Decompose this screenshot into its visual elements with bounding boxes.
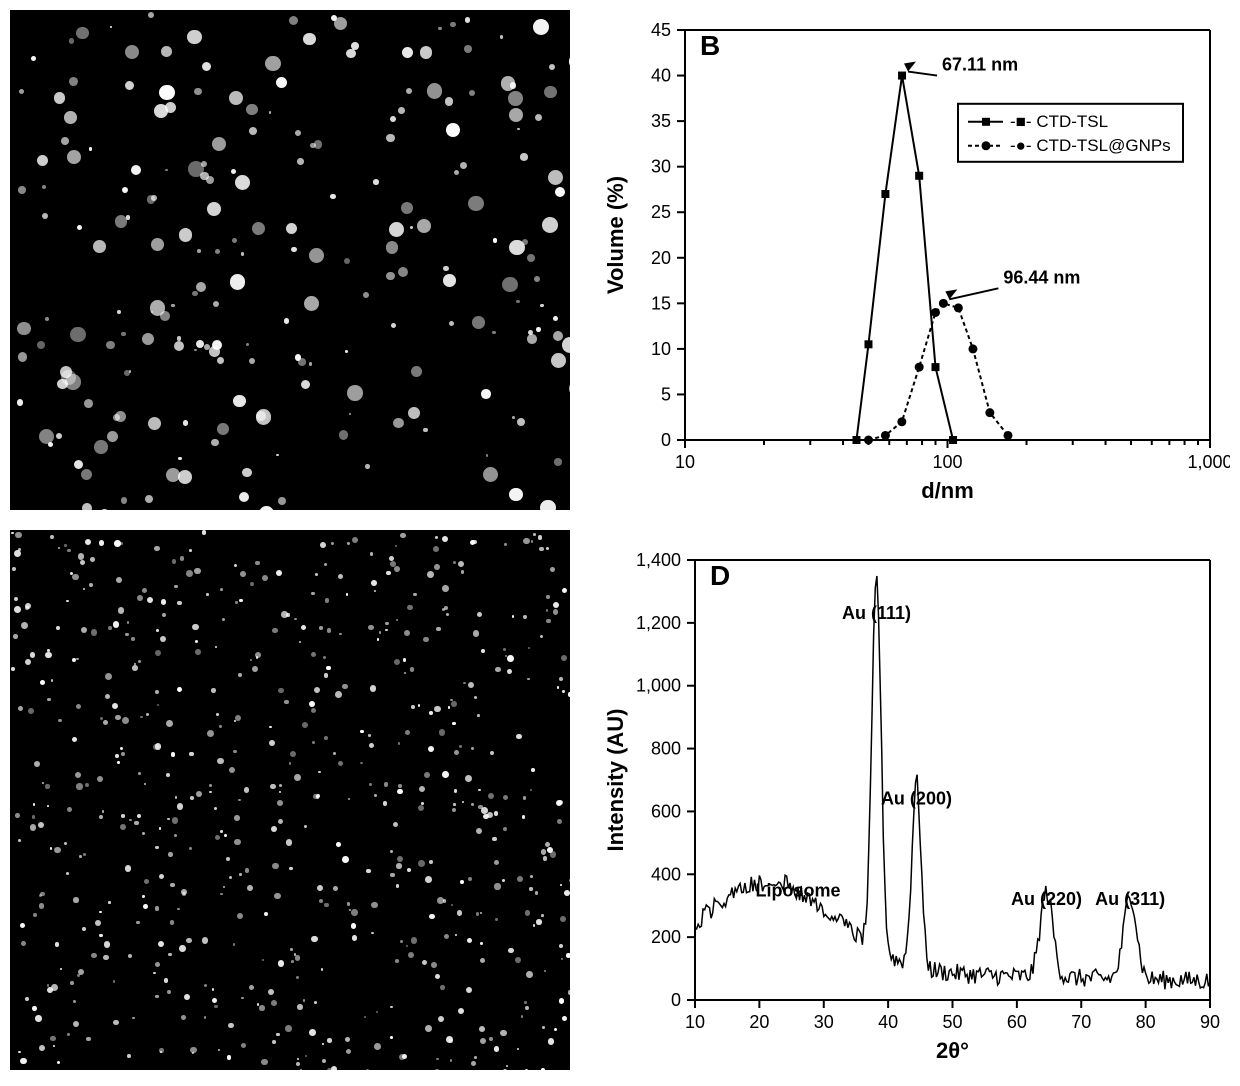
panel-c <box>10 530 570 1070</box>
xtick-label: 40 <box>878 1012 898 1032</box>
ytick-label: 1,000 <box>636 676 681 696</box>
panel-d: D 10 20 30 40 50 60 70 80 90 0 200 400 600 800 1,000 1,2… <box>590 530 1230 1070</box>
xtick-label: 10 <box>675 452 695 472</box>
ytick-label: 25 <box>651 202 671 222</box>
xtick-label: 10 <box>685 1012 705 1032</box>
legend-item: -●- CTD-TSL@GNPs <box>1010 136 1171 155</box>
panel-a <box>10 10 570 510</box>
data-marker <box>939 299 948 308</box>
xtick-label: 80 <box>1136 1012 1156 1032</box>
xtick-label: 1,000 <box>1187 452 1230 472</box>
ytick-label: 1,400 <box>636 550 681 570</box>
ytick-label: 0 <box>671 990 681 1010</box>
y-axis-label: Intensity (AU) <box>603 709 628 852</box>
ytick-label: 800 <box>651 739 681 759</box>
data-marker <box>954 303 963 312</box>
panel-b: B 10 100 1,000 0 5 10 15 20 25 30 35 40 45 d/nm Volume … <box>590 10 1230 510</box>
figure-grid: B101001,000051015202530354045d/nmVolume … <box>0 0 1240 1080</box>
ytick-label: 1,200 <box>636 613 681 633</box>
legend-item: -■- CTD-TSL <box>1010 112 1108 131</box>
data-marker <box>881 190 889 198</box>
tem-image-a <box>10 10 570 510</box>
data-marker <box>931 363 939 371</box>
data-marker <box>968 344 977 353</box>
panel-letter-d: D <box>710 560 730 591</box>
hump-label: Liposome <box>755 880 840 900</box>
ytick-label: 35 <box>651 111 671 131</box>
chart-d-svg: D 10 20 30 40 50 60 70 80 90 0 200 400 600 800 1,000 1,2… <box>590 530 1230 1070</box>
ytick-label: 0 <box>661 430 671 450</box>
x-axis-label: d/nm <box>921 478 974 503</box>
data-marker <box>915 172 923 180</box>
tem-image-c <box>10 530 570 1070</box>
xtick-label: 30 <box>814 1012 834 1032</box>
annotation-arrow <box>908 72 937 76</box>
data-marker <box>915 363 924 372</box>
chart-b-svg: B 10 100 1,000 0 5 10 15 20 25 30 35 40 45 d/nm Volume … <box>590 10 1230 510</box>
ytick-label: 45 <box>651 20 671 40</box>
series-line <box>856 76 953 440</box>
data-marker <box>897 417 906 426</box>
data-marker <box>898 72 906 80</box>
ytick-label: 5 <box>661 384 671 404</box>
annotation-text: 96.44 nm <box>1003 267 1080 287</box>
y-axis-label: Volume (%) <box>603 176 628 294</box>
peak-label: Au (220) <box>1011 889 1082 909</box>
ytick-label: 400 <box>651 864 681 884</box>
data-marker <box>881 431 890 440</box>
annotation-text: 67.11 nm <box>942 55 1018 75</box>
data-marker <box>985 408 994 417</box>
peak-label: Au (311) <box>1095 889 1165 909</box>
ytick-label: 20 <box>651 248 671 268</box>
data-marker <box>1003 431 1012 440</box>
xtick-label: 20 <box>749 1012 769 1032</box>
xtick-label: 90 <box>1200 1012 1220 1032</box>
ytick-label: 200 <box>651 927 681 947</box>
peak-label: Au (200) <box>881 789 952 809</box>
series-line <box>868 303 1008 440</box>
data-marker <box>864 340 872 348</box>
ytick-label: 30 <box>651 157 671 177</box>
ytick-label: 15 <box>651 293 671 313</box>
xtick-label: 60 <box>1007 1012 1027 1032</box>
data-marker <box>949 436 957 444</box>
xtick-label: 50 <box>942 1012 962 1032</box>
ytick-label: 600 <box>651 801 681 821</box>
panel-letter-b: B <box>700 30 720 61</box>
x-axis-label: 2θ° <box>936 1038 969 1063</box>
xtick-label: 70 <box>1071 1012 1091 1032</box>
ytick-label: 40 <box>651 66 671 86</box>
ytick-label: 10 <box>651 339 671 359</box>
xtick-label: 100 <box>932 452 962 472</box>
data-marker <box>852 436 860 444</box>
data-marker <box>864 436 873 445</box>
data-marker <box>931 308 940 317</box>
peak-label: Au (111) <box>842 603 911 623</box>
xrd-curve <box>695 576 1210 989</box>
